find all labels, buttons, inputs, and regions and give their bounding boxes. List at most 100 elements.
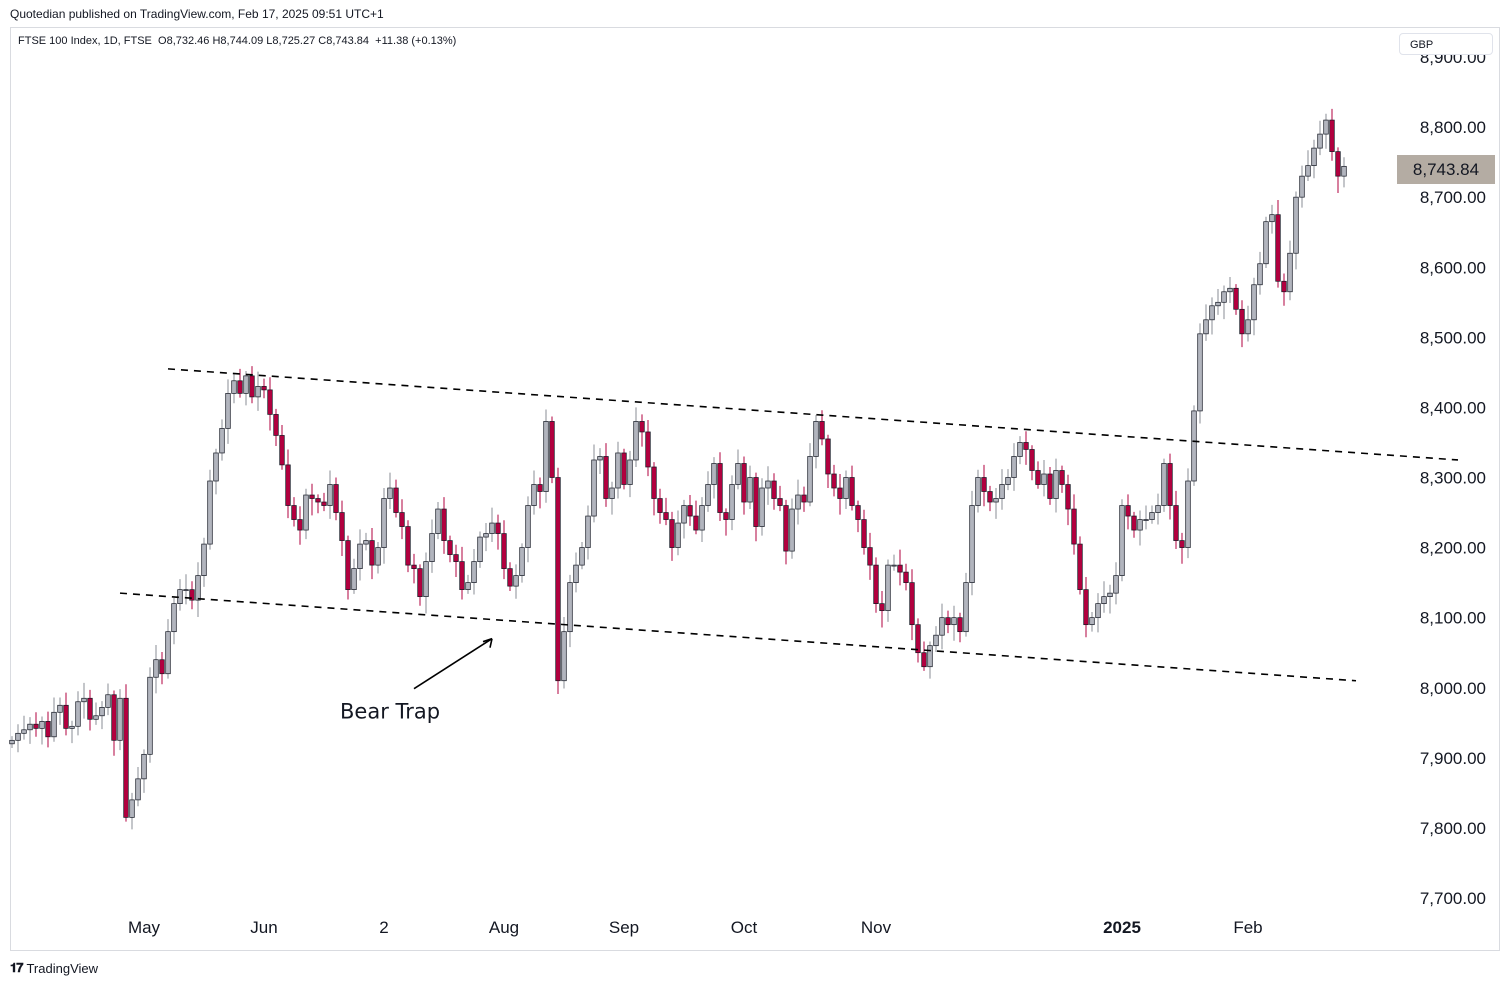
candle-body (1293, 196, 1299, 254)
y-tick-label: 8,500.00 (1420, 328, 1486, 347)
candle-body (261, 386, 267, 391)
candle-body (267, 389, 273, 415)
candle-body (1305, 165, 1311, 177)
y-tick-label: 8,200.00 (1420, 539, 1486, 558)
candle-body (1329, 119, 1335, 152)
candle-body (135, 778, 141, 801)
candle-body (63, 704, 69, 729)
x-tick-label: 2025 (1103, 918, 1141, 937)
candle-body (1335, 151, 1341, 177)
candle-body (363, 540, 369, 545)
candle-body (1101, 596, 1107, 604)
candle-body (129, 799, 135, 818)
x-tick-label: Feb (1233, 918, 1262, 937)
candle-body (1035, 470, 1041, 485)
candle-body (147, 676, 153, 755)
candle-body (837, 487, 843, 499)
candle-body (885, 564, 891, 612)
candle-body (951, 617, 957, 626)
candle-body (459, 561, 465, 590)
candle-body (1299, 175, 1305, 198)
candle-body (387, 487, 393, 499)
candle-body (843, 477, 849, 499)
x-tick-label: Jun (250, 918, 277, 937)
candle-body (1107, 592, 1113, 597)
candle-body (489, 522, 495, 534)
candle-body (561, 631, 567, 682)
candle-body (153, 659, 159, 678)
candle-body (807, 456, 813, 503)
y-tick-label: 7,700.00 (1420, 889, 1486, 908)
candle-body (1023, 442, 1029, 450)
tradingview-brand[interactable]: 𝟏𝟕 TradingView (10, 960, 98, 976)
candle-body (669, 519, 675, 548)
candle-body (681, 505, 687, 524)
chart-pane[interactable] (10, 27, 1500, 951)
candle-body (141, 753, 147, 780)
candle-body (1179, 540, 1185, 548)
candle-body (933, 634, 939, 647)
y-tick-label: 7,900.00 (1420, 749, 1486, 768)
candle-body (333, 484, 339, 513)
legend-change: +11.38 (+0.13%) (375, 35, 457, 47)
legend-symbol: FTSE 100 Index, 1D, FTSE (18, 35, 152, 47)
candle-body (1203, 319, 1209, 335)
candle-body (663, 512, 669, 520)
candle-body (321, 501, 327, 506)
candle-body (903, 571, 909, 583)
trend-line (119, 592, 1357, 682)
y-tick-label: 8,300.00 (1420, 469, 1486, 488)
candle-body (585, 515, 591, 548)
candle-body (111, 694, 117, 741)
candle-body (201, 543, 207, 576)
candle-body (639, 421, 645, 433)
candle-body (9, 739, 15, 745)
currency-button[interactable]: GBP (1399, 33, 1493, 55)
candle-body (987, 491, 993, 503)
candle-body (75, 701, 81, 727)
arrow-head (482, 637, 493, 648)
candle-body (513, 575, 519, 587)
brand-label: TradingView (26, 960, 99, 976)
candle-body (759, 487, 765, 527)
candle-body (699, 505, 705, 531)
candle-body (27, 723, 33, 731)
candle-body (825, 438, 831, 475)
candle-body (255, 386, 261, 398)
candle-body (507, 568, 513, 587)
candle-body (945, 617, 951, 626)
candle-body (1011, 456, 1017, 478)
candle-body (1065, 484, 1071, 510)
annotation-label: Bear Trap (340, 700, 440, 724)
candle-body (297, 519, 303, 531)
candle-body (1005, 477, 1011, 485)
y-tick-label: 8,000.00 (1420, 679, 1486, 698)
annotation-arrow (413, 638, 493, 690)
candle-body (1191, 410, 1197, 482)
candle-body (651, 466, 657, 499)
candle-body (603, 456, 609, 499)
candle-body (231, 380, 237, 394)
candle-body (381, 498, 387, 548)
candle-body (1053, 470, 1059, 499)
candle-body (393, 487, 399, 513)
candle-body (1221, 291, 1227, 303)
candle-body (1095, 603, 1101, 619)
candle-body (483, 533, 489, 538)
candle-body (315, 498, 321, 503)
y-tick-label: 8,100.00 (1420, 609, 1486, 628)
candle-body (525, 505, 531, 548)
tradingview-logo-icon: 𝟏𝟕 (10, 960, 24, 975)
candle-body (957, 617, 963, 633)
candle-body (597, 456, 603, 461)
candle-body (897, 564, 903, 573)
candle-body (1275, 214, 1281, 282)
candle-body (303, 494, 309, 531)
x-tick-label: Sep (609, 918, 639, 937)
candle-body (765, 480, 771, 489)
candle-body (1131, 515, 1137, 531)
candle-body (999, 484, 1005, 499)
candle-body (555, 477, 561, 682)
candle-body (549, 421, 555, 478)
